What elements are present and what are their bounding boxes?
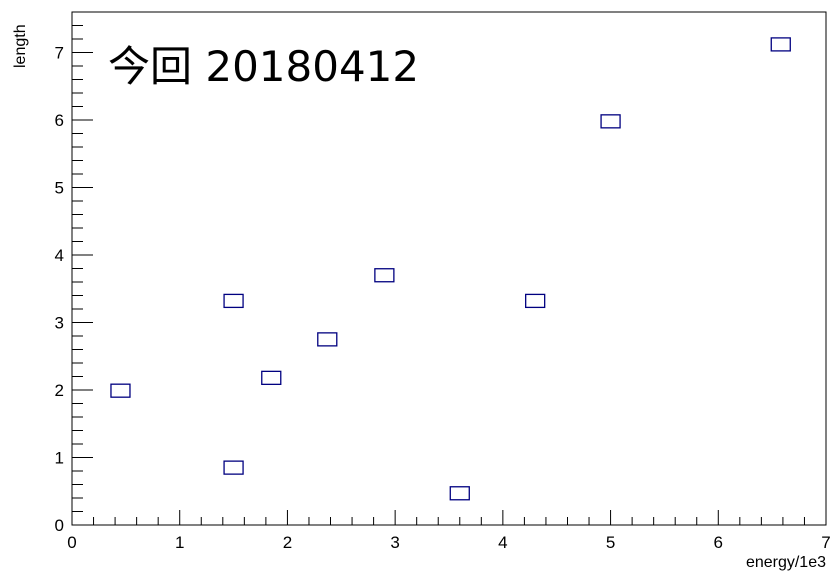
y-axis-label: length (12, 24, 29, 68)
y-axis-ticks: 0 1 2 3 4 5 6 7 (55, 11, 93, 535)
x-tick-label: 3 (390, 533, 399, 552)
data-point (525, 293, 546, 309)
data-point (261, 370, 282, 386)
x-tick-label: 4 (498, 533, 507, 552)
y-tick-label: 2 (55, 381, 64, 400)
x-tick-label: 6 (714, 533, 723, 552)
y-tick-label: 7 (55, 44, 64, 63)
data-point (110, 383, 131, 398)
chart-annotation: 今回 20180412 (108, 42, 419, 91)
y-tick-label: 6 (55, 111, 64, 130)
data-point (770, 37, 791, 52)
y-tick-label: 5 (55, 179, 64, 198)
data-point (449, 486, 470, 501)
x-tick-label: 0 (67, 533, 76, 552)
y-tick-label: 4 (55, 246, 64, 265)
y-tick-label: 3 (55, 314, 64, 333)
y-tick-label: 1 (55, 449, 64, 468)
x-tick-label: 1 (175, 533, 184, 552)
data-point (317, 332, 338, 347)
data-point (600, 114, 621, 129)
data-point (223, 293, 244, 309)
data-point (374, 268, 395, 283)
y-tick-label: 0 (55, 516, 64, 535)
x-axis-ticks: 0 1 2 3 4 5 6 7 (67, 510, 831, 552)
x-tick-label: 5 (606, 533, 615, 552)
x-tick-label: 2 (283, 533, 292, 552)
data-point (223, 460, 244, 475)
data-points (110, 37, 791, 501)
x-tick-label: 7 (821, 533, 830, 552)
x-axis-label: energy/1e3 (746, 554, 826, 571)
